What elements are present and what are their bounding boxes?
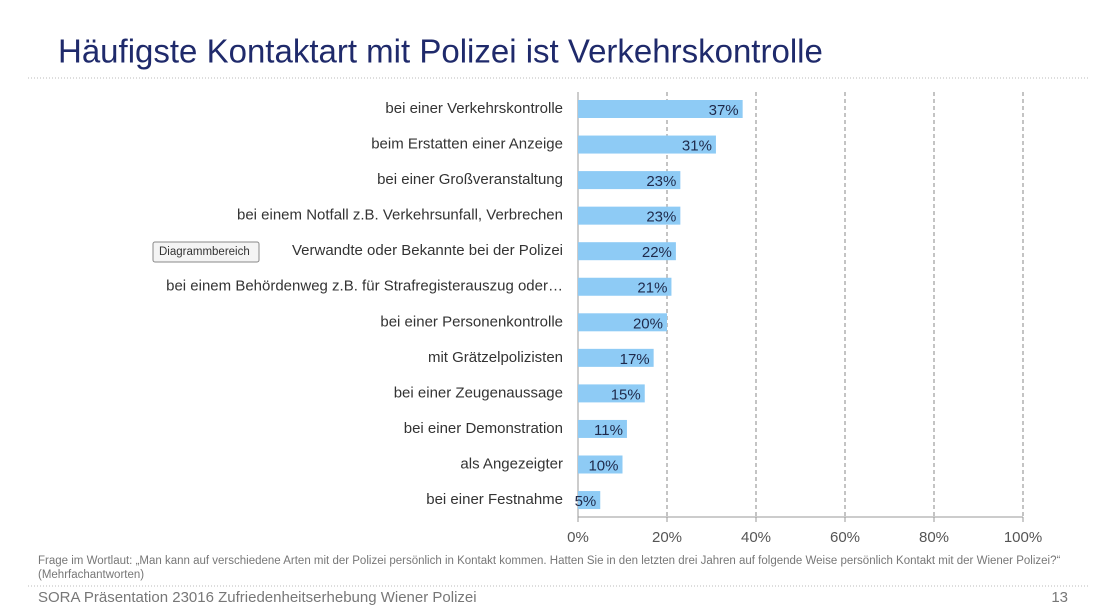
value-label: 23% <box>646 173 676 190</box>
y-tick-label: bei einer Verkehrskontrolle <box>385 100 563 117</box>
x-tick-label: 20% <box>652 529 682 546</box>
y-tick-label: bei einer Großveranstaltung <box>377 171 563 188</box>
footnote: Frage im Wortlaut: „Man kann auf verschi… <box>38 555 1061 581</box>
y-tick-label: bei einer Demonstration <box>404 420 563 437</box>
y-tick-label: als Angezeigter <box>460 455 563 472</box>
value-label: 22% <box>642 244 672 261</box>
x-tick-label: 60% <box>830 529 860 546</box>
bar <box>578 135 716 154</box>
y-tick-label: bei einer Zeugenaussage <box>394 384 563 401</box>
value-label: 23% <box>646 209 676 226</box>
bar <box>578 491 601 510</box>
slide-title: Häufigste Kontaktart mit Polizei ist Ver… <box>58 33 823 70</box>
bar <box>578 455 623 474</box>
y-tick-label: bei einem Behördenweg z.B. für Strafregi… <box>166 278 563 295</box>
bar <box>578 313 667 332</box>
bar <box>578 171 681 190</box>
value-label: 15% <box>611 386 641 403</box>
x-tick-label: 100% <box>1004 529 1042 546</box>
x-tick-label: 40% <box>741 529 771 546</box>
bar <box>578 419 627 438</box>
bar <box>578 277 672 296</box>
y-tick-label: bei einem Notfall z.B. Verkehrsunfall, V… <box>237 207 563 224</box>
y-tick-label: mit Grätzelpolizisten <box>428 349 563 366</box>
value-label: 5% <box>575 493 597 510</box>
x-tick-label: 80% <box>919 529 949 546</box>
bar <box>578 100 743 118</box>
bar <box>578 384 645 403</box>
y-tick-label: bei einer Personenkontrolle <box>380 313 563 330</box>
value-label: 11% <box>594 422 623 439</box>
bar <box>578 242 676 261</box>
value-label: 10% <box>588 457 618 474</box>
value-label: 21% <box>637 280 667 297</box>
page-number: 13 <box>1051 589 1068 606</box>
bar <box>578 206 681 225</box>
x-tick-label: 0% <box>567 529 589 546</box>
y-tick-label: beim Erstatten einer Anzeige <box>371 136 563 153</box>
value-label: 31% <box>682 138 712 155</box>
bar <box>578 348 654 367</box>
value-label: 17% <box>620 351 650 368</box>
y-tick-label: Verwandte oder Bekannte bei der Polizei <box>292 242 563 259</box>
tooltip-box <box>152 241 260 263</box>
value-label: 37% <box>709 102 739 119</box>
value-label: 20% <box>633 315 663 332</box>
footer: SORA Präsentation 23016 Zufriedenheitser… <box>38 589 477 606</box>
tooltip: Diagrammbereich <box>159 246 250 258</box>
y-tick-label: bei einer Festnahme <box>426 491 563 508</box>
